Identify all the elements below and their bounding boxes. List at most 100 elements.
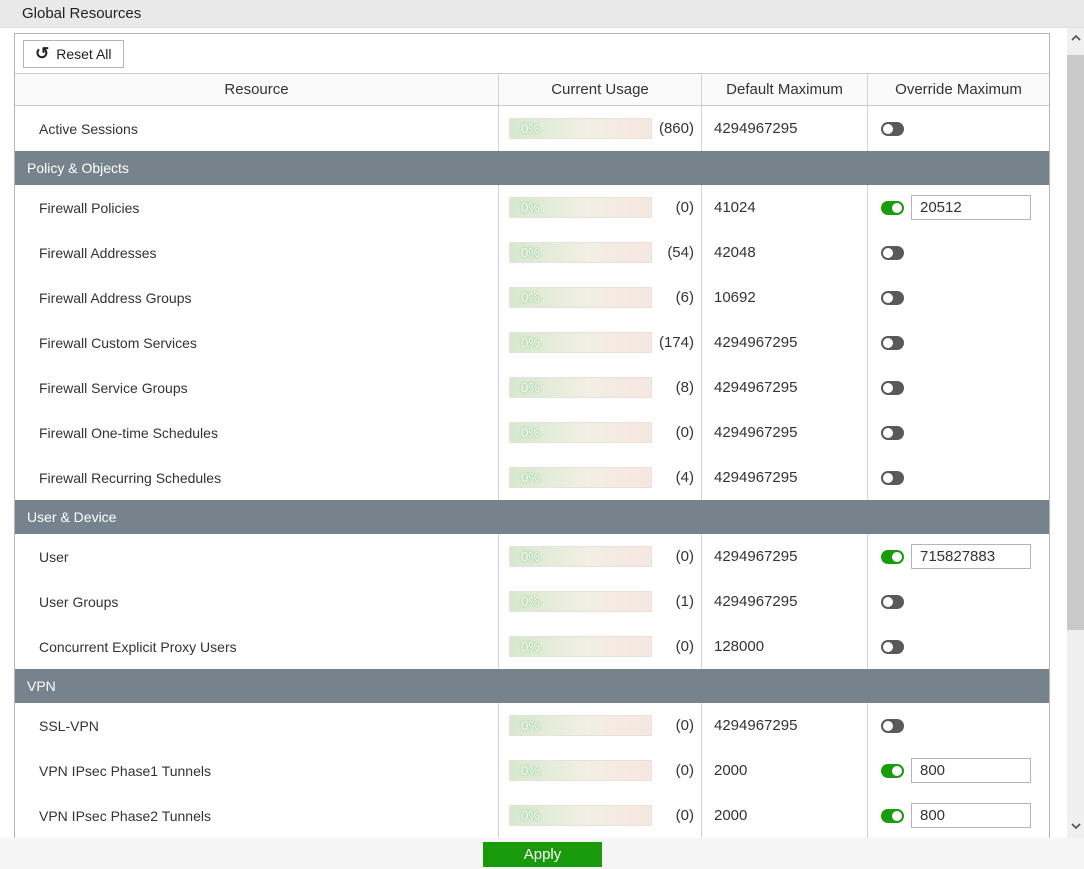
table-row: VPN IPsec Phase2 Tunnels 0% (0) 2000 — [15, 793, 1049, 838]
resource-name: Concurrent Explicit Proxy Users — [39, 638, 237, 655]
default-maximum-value: 10692 — [714, 289, 756, 306]
usage-bar: 0% — [509, 197, 652, 218]
toggle-knob — [883, 382, 893, 393]
page-title: Global Resources — [22, 5, 142, 22]
toggle-knob — [892, 765, 902, 776]
scroll-down-button[interactable] — [1067, 816, 1084, 836]
resource-name: User — [39, 548, 69, 565]
toggle-knob — [883, 337, 893, 348]
column-header-default-maximum: Default Maximum — [701, 74, 867, 105]
default-maximum-value: 4294967295 — [714, 593, 798, 610]
table-row: Firewall Address Groups 0% (6) 10692 — [15, 275, 1049, 320]
resource-name: User Groups — [39, 593, 119, 610]
override-max-input[interactable] — [911, 758, 1031, 783]
usage-percent-label: 0% — [521, 425, 540, 440]
override-toggle[interactable] — [881, 808, 904, 823]
section-title: VPN — [27, 678, 56, 694]
default-maximum-value: 4294967295 — [714, 379, 798, 396]
usage-bar: 0% — [509, 332, 652, 353]
column-header-resource: Resource — [224, 81, 289, 98]
override-toggle[interactable] — [881, 335, 904, 350]
scroll-up-button[interactable] — [1067, 28, 1084, 48]
vertical-scrollbar[interactable] — [1067, 28, 1084, 838]
usage-count: (0) — [675, 424, 694, 441]
override-toggle[interactable] — [881, 763, 904, 778]
table-row: Firewall Custom Services 0% (174) 429496… — [15, 320, 1049, 365]
toggle-knob — [883, 292, 893, 303]
usage-bar: 0% — [509, 118, 652, 139]
usage-bar: 0% — [509, 760, 652, 781]
table-row: Concurrent Explicit Proxy Users 0% (0) 1… — [15, 624, 1049, 669]
override-toggle[interactable] — [881, 380, 904, 395]
usage-count: (174) — [658, 334, 694, 351]
override-max-input[interactable] — [911, 803, 1031, 828]
usage-percent-label: 0% — [521, 639, 540, 654]
resource-name: SSL-VPN — [39, 717, 99, 734]
table-body: Active Sessions 0% (860) 4294967295 Poli… — [15, 106, 1049, 838]
apply-button[interactable]: Apply — [483, 842, 602, 867]
default-maximum-value: 4294967295 — [714, 469, 798, 486]
resource-name: Firewall Custom Services — [39, 334, 197, 351]
default-maximum-value: 41024 — [714, 199, 756, 216]
override-toggle[interactable] — [881, 549, 904, 564]
usage-bar: 0% — [509, 546, 652, 567]
resource-name: Active Sessions — [39, 120, 138, 137]
usage-count: (1) — [675, 593, 694, 610]
resource-name: VPN IPsec Phase1 Tunnels — [39, 762, 211, 779]
override-toggle[interactable] — [881, 200, 904, 215]
override-toggle[interactable] — [881, 121, 904, 136]
toggle-knob — [883, 472, 893, 483]
usage-percent-label: 0% — [521, 121, 540, 136]
global-resources-panel: ↺ Reset All Resource Current Usage Defau… — [14, 33, 1050, 838]
reset-all-button[interactable]: ↺ Reset All — [23, 39, 124, 68]
reset-all-label: Reset All — [56, 45, 112, 62]
usage-percent-label: 0% — [521, 808, 540, 823]
usage-bar: 0% — [509, 591, 652, 612]
table-row: Firewall Addresses 0% (54) 42048 — [15, 230, 1049, 275]
default-maximum-value: 4294967295 — [714, 548, 798, 565]
section-title: Policy & Objects — [27, 160, 129, 176]
override-max-input[interactable] — [911, 195, 1031, 220]
override-toggle[interactable] — [881, 594, 904, 609]
table-row: VPN IPsec Phase1 Tunnels 0% (0) 2000 — [15, 748, 1049, 793]
usage-count: (54) — [667, 244, 694, 261]
usage-bar: 0% — [509, 242, 652, 263]
scrollbar-thumb[interactable] — [1067, 55, 1084, 630]
usage-count: (0) — [675, 717, 694, 734]
usage-count: (0) — [675, 638, 694, 655]
usage-count: (0) — [675, 762, 694, 779]
section-header: User & Device — [15, 500, 1049, 534]
section-title: User & Device — [27, 509, 117, 525]
footer-bar: Apply — [0, 838, 1084, 869]
table-header-row: Resource Current Usage Default Maximum O… — [15, 74, 1049, 106]
usage-bar: 0% — [509, 467, 652, 488]
default-maximum-value: 4294967295 — [714, 717, 798, 734]
usage-percent-label: 0% — [521, 200, 540, 215]
resource-name: Firewall Policies — [39, 199, 140, 216]
default-maximum-value: 4294967295 — [714, 334, 798, 351]
toggle-knob — [883, 596, 893, 607]
table-row: Firewall Service Groups 0% (8) 429496729… — [15, 365, 1049, 410]
toggle-knob — [883, 427, 893, 438]
toggle-knob — [883, 247, 893, 258]
override-toggle[interactable] — [881, 425, 904, 440]
override-toggle[interactable] — [881, 470, 904, 485]
table-row: Firewall One-time Schedules 0% (0) 42949… — [15, 410, 1049, 455]
toggle-knob — [892, 810, 902, 821]
override-toggle[interactable] — [881, 639, 904, 654]
override-toggle[interactable] — [881, 245, 904, 260]
toggle-knob — [892, 202, 902, 213]
override-toggle[interactable] — [881, 290, 904, 305]
toggle-knob — [883, 720, 893, 731]
usage-count: (6) — [675, 289, 694, 306]
default-maximum-value: 2000 — [714, 807, 748, 824]
usage-percent-label: 0% — [521, 718, 540, 733]
toggle-knob — [883, 641, 893, 652]
override-max-input[interactable] — [911, 544, 1031, 569]
override-toggle[interactable] — [881, 718, 904, 733]
usage-bar: 0% — [509, 805, 652, 826]
usage-percent-label: 0% — [521, 763, 540, 778]
toggle-knob — [883, 123, 893, 134]
resource-name: Firewall Address Groups — [39, 289, 192, 306]
table-row: User 0% (0) 4294967295 — [15, 534, 1049, 579]
